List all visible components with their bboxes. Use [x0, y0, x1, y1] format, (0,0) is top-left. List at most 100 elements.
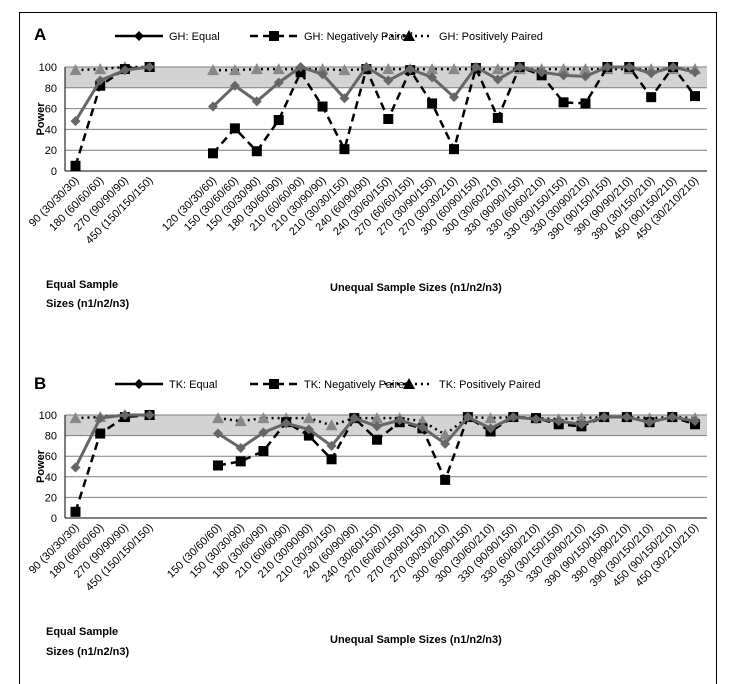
data-point [668, 62, 679, 72]
data-point [251, 146, 262, 157]
legend-marker-1 [269, 31, 279, 41]
data-point [207, 64, 219, 76]
figure-frame [19, 12, 717, 684]
data-point [580, 98, 591, 109]
data-point [317, 101, 328, 112]
group-label-equal: Equal Sample [46, 279, 118, 291]
data-point [69, 64, 82, 76]
data-point [144, 62, 155, 72]
series-line-1 [74, 65, 150, 167]
data-point [361, 62, 372, 72]
data-point [295, 62, 306, 72]
y-tick-label: 20 [45, 145, 57, 157]
data-point [575, 412, 588, 424]
panel-letter: B [34, 374, 46, 393]
data-point [553, 416, 564, 427]
data-point [690, 416, 700, 427]
data-point [273, 77, 284, 88]
data-point [258, 446, 269, 457]
data-point [95, 413, 106, 424]
panel-letter: A [34, 25, 46, 44]
data-point [382, 63, 395, 75]
data-point [234, 415, 247, 427]
data-point [536, 67, 547, 78]
data-point [326, 454, 337, 465]
group-label-equal: Sizes (n1/n2/n3) [46, 298, 129, 310]
data-point [558, 70, 569, 81]
data-point [602, 62, 613, 72]
data-point [427, 98, 438, 109]
data-point [372, 421, 382, 432]
data-point [448, 63, 460, 75]
data-point [95, 75, 106, 86]
data-point [440, 438, 451, 449]
data-point [492, 74, 503, 85]
data-point [119, 410, 130, 420]
series-line-2 [75, 65, 150, 72]
y-tick-label: 80 [45, 83, 57, 95]
data-point [439, 428, 452, 440]
data-point [690, 67, 700, 78]
data-point [349, 413, 360, 424]
legend-label: GH: Equal [169, 31, 220, 43]
data-point [371, 412, 383, 424]
legend-marker-0 [134, 31, 144, 41]
data-point [258, 427, 269, 438]
data-point [251, 96, 262, 107]
data-point [119, 65, 130, 76]
data-point [208, 148, 218, 159]
data-point [257, 412, 270, 424]
series-line-0 [74, 413, 150, 469]
y-tick-label: 0 [51, 166, 57, 178]
data-point [491, 63, 504, 75]
y-tick-label: 20 [45, 492, 57, 504]
data-point [426, 63, 439, 75]
legend-marker-2 [403, 378, 415, 389]
group-label-equal: Sizes (n1/n2/n3) [46, 646, 129, 658]
legend-label: TK: Negatively Paired [304, 379, 410, 391]
data-point [580, 71, 591, 82]
data-point [646, 68, 657, 79]
data-point [383, 75, 394, 86]
y-tick-label: 80 [45, 431, 57, 443]
data-point [449, 92, 459, 103]
legend-marker-2 [403, 30, 415, 41]
y-tick-label: 0 [51, 513, 57, 525]
data-point [462, 412, 473, 423]
data-point [405, 64, 416, 75]
data-point [427, 72, 438, 83]
legend-label: TK: Positively Paired [439, 379, 540, 391]
data-point [229, 123, 240, 134]
series-line-1 [217, 415, 696, 482]
data-point [95, 428, 106, 439]
legend-label: GH: Negatively Paired [304, 31, 413, 43]
data-point [690, 91, 700, 102]
group-label-unequal: Unequal Sample Sizes (n1/n2/n3) [330, 282, 502, 294]
data-point [372, 434, 382, 445]
data-point [644, 417, 655, 428]
y-tick-label: 60 [45, 104, 57, 116]
data-point [417, 422, 428, 433]
data-point [95, 80, 106, 91]
data-point [326, 440, 337, 451]
data-point [303, 430, 314, 441]
data-point [624, 62, 635, 72]
data-point [646, 92, 657, 103]
data-point [70, 160, 81, 171]
data-point [383, 114, 394, 124]
data-point [557, 63, 570, 75]
data-point [295, 67, 306, 78]
data-point [339, 144, 350, 155]
data-point [492, 112, 503, 123]
data-point [484, 412, 497, 424]
data-point [272, 63, 285, 75]
data-point [558, 97, 569, 108]
data-point [281, 418, 292, 429]
data-point [69, 412, 82, 424]
data-point [576, 419, 587, 430]
data-point [394, 415, 405, 426]
data-point [325, 419, 338, 431]
legend-marker-1 [269, 379, 279, 389]
data-point [250, 63, 263, 75]
data-point [70, 116, 81, 127]
